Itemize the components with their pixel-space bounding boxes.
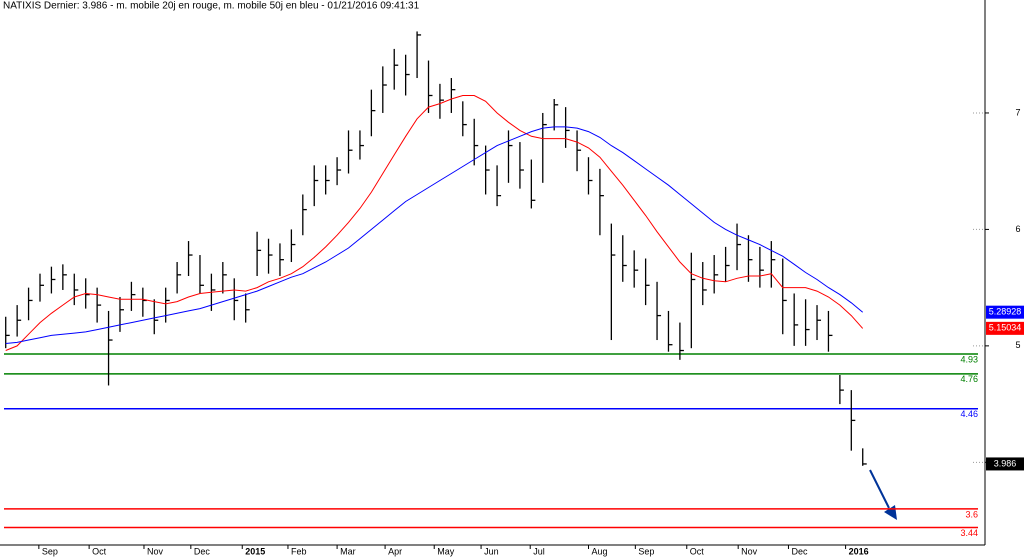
- level-label: 3.44: [960, 528, 978, 538]
- ma-value-box: [986, 321, 1024, 335]
- x-tick-label: Feb: [291, 546, 307, 556]
- x-tick-label: Oct: [92, 546, 107, 556]
- y-tick-label: 7: [1015, 107, 1020, 117]
- x-tick-label: Jun: [484, 546, 499, 556]
- y-tick-label: 5: [1015, 340, 1020, 350]
- level-label: 4.93: [960, 354, 978, 364]
- last-price-label: 3.986: [994, 458, 1017, 468]
- chart-title: NATIXIS Dernier: 3.986 - m. mobile 20j e…: [3, 1, 420, 12]
- ma-value-label: 5.15034: [989, 323, 1022, 333]
- ma-value-label: 5.28928: [989, 307, 1022, 317]
- ma-value-box: [986, 305, 1024, 319]
- level-label: 4.76: [960, 374, 978, 384]
- x-tick-label: 2016: [849, 546, 869, 556]
- x-tick-label: Sep: [638, 546, 654, 556]
- moving-average-line: [5, 95, 864, 351]
- last-price-box: [986, 457, 1024, 471]
- level-label: 4.46: [960, 409, 978, 419]
- x-tick-label: Mar: [340, 546, 356, 556]
- x-tick-label: Dec: [791, 546, 808, 556]
- x-tick-label: 2015: [245, 546, 265, 556]
- x-tick-label: Dec: [194, 546, 211, 556]
- arrow-shaft: [869, 469, 890, 509]
- x-tick-label: May: [437, 546, 455, 556]
- x-tick-label: Apr: [388, 546, 402, 556]
- level-label: 3.6: [965, 509, 978, 519]
- x-tick-label: Jul: [533, 546, 545, 556]
- moving-average-line: [5, 126, 864, 344]
- x-tick-label: Sep: [42, 546, 58, 556]
- x-tick-label: Oct: [690, 546, 705, 556]
- x-tick-label: Nov: [741, 546, 758, 556]
- x-tick-label: Nov: [147, 546, 164, 556]
- x-tick-label: Aug: [591, 546, 607, 556]
- y-tick-label: 6: [1015, 224, 1020, 234]
